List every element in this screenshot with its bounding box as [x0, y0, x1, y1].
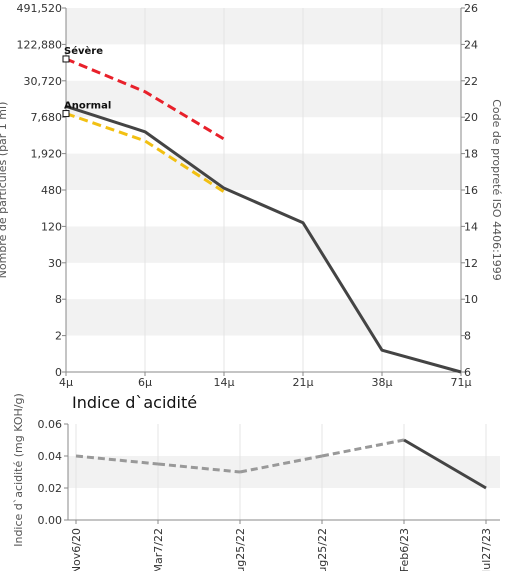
right-tick-label: 16 [464, 184, 478, 197]
x-tick-label: 6μ [138, 376, 152, 389]
left-tick-label: 122,880 [17, 38, 63, 51]
right-tick-label: 14 [464, 220, 478, 233]
right-tick-label: 8 [464, 330, 471, 343]
x-tick-label: 4μ [59, 376, 73, 389]
grid-band [68, 456, 500, 488]
acidity-line-segment [157, 462, 241, 474]
particle-count-axis-title: Nombre de particules (par 1 ml) [0, 102, 9, 279]
anormal-series-line [65, 112, 225, 194]
limit-marker [62, 110, 70, 118]
acidity-line-segment [239, 454, 323, 474]
sévère-series-line [65, 57, 225, 141]
grid-band [66, 226, 461, 263]
right-tick-label: 10 [464, 293, 478, 306]
x-tick-label: 14μ [214, 376, 235, 389]
right-tick-label: 6 [464, 366, 471, 379]
acidity-line-segment [321, 438, 405, 458]
iso-code-axis-title: Code de propreté ISO 4406:1999 [490, 99, 503, 281]
x-tick-label: 21μ [293, 376, 314, 389]
x-tick-label: Feb6/23 [398, 528, 411, 571]
grid-band [66, 153, 461, 190]
grid-band [66, 8, 461, 45]
x-tick-label: Jul27/23 [480, 528, 493, 571]
limit-label: Sévère [64, 45, 103, 57]
y-tick-label: 0.06 [38, 418, 63, 431]
left-tick-label: 0 [55, 366, 62, 379]
grid-band [66, 80, 461, 118]
limit-marker [62, 55, 70, 63]
acidity-line-segment [403, 438, 487, 490]
y-tick-label: 0.00 [38, 514, 63, 527]
right-tick-label: 12 [464, 257, 478, 270]
x-tick-label: Aug25/22 [234, 528, 247, 571]
right-tick-label: 22 [464, 75, 478, 88]
left-tick-label: 120 [41, 220, 62, 233]
acidity-line-segment [75, 454, 159, 466]
left-tick-label: 30 [48, 257, 62, 270]
left-tick-label: 1,920 [31, 148, 63, 161]
x-tick-label: Nov6/20 [70, 528, 83, 571]
x-tick-label: Mar7/22 [152, 528, 165, 571]
left-tick-label: 7,680 [31, 111, 63, 124]
left-tick-label: 30,720 [24, 75, 63, 88]
y-tick-label: 0.02 [38, 482, 63, 495]
right-tick-label: 26 [464, 2, 478, 15]
right-tick-label: 20 [464, 111, 478, 124]
left-tick-label: 2 [55, 330, 62, 343]
limit-label: Anormal [64, 101, 111, 112]
acidity-axis-title: Indice d`acidité (mg KOH/g) [12, 393, 25, 547]
measured-series-line [65, 104, 462, 374]
x-tick-label: Aug25/22 [316, 528, 329, 571]
y-tick-label: 0.04 [38, 450, 63, 463]
x-tick-label: 38μ [372, 376, 393, 389]
right-tick-label: 18 [464, 148, 478, 161]
right-tick-label: 24 [464, 38, 478, 51]
left-tick-label: 491,520 [17, 2, 63, 15]
left-tick-label: 480 [41, 184, 62, 197]
left-tick-label: 8 [55, 293, 62, 306]
grid-band [66, 299, 461, 336]
acidity-section-title: Indice d`acidité [72, 393, 197, 412]
x-tick-label: 71μ [451, 376, 472, 389]
